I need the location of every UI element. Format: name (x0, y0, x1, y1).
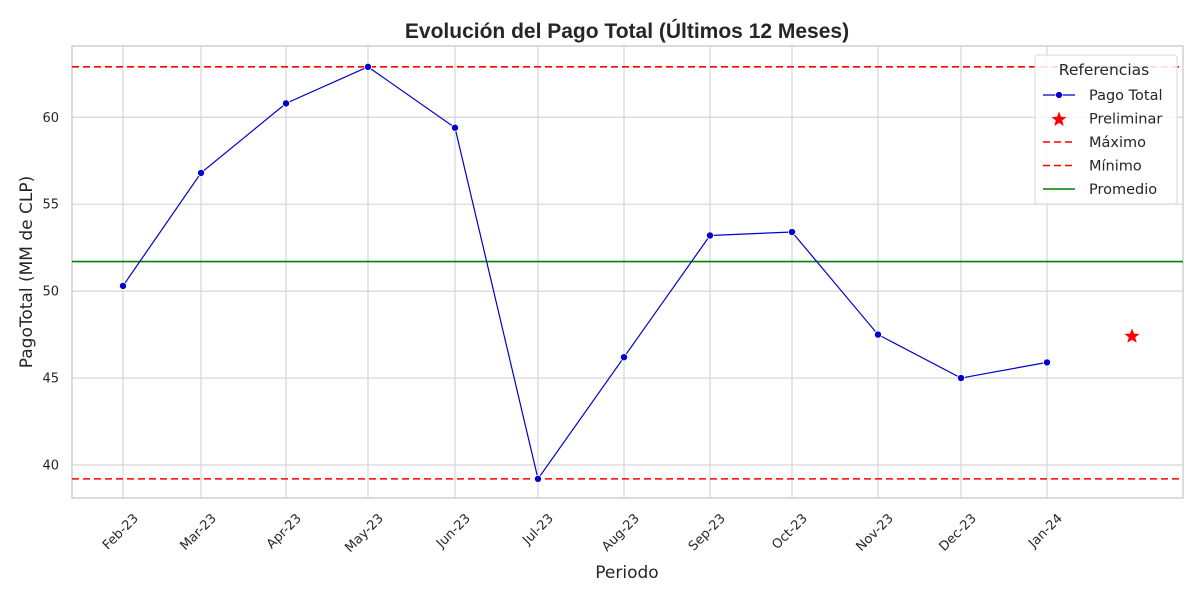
y-axis-label: PagoTotal (MM de CLP) (17, 176, 37, 368)
chart-title: Evolución del Pago Total (Últimos 12 Mes… (405, 19, 849, 43)
data-point (450, 123, 459, 132)
legend-label: Máximo (1089, 135, 1146, 151)
legend-box (1034, 54, 1178, 205)
legend-label: Mínimo (1089, 159, 1142, 175)
legend-label: Promedio (1089, 182, 1157, 198)
y-tick-label: 55 (42, 198, 59, 213)
data-point (534, 474, 543, 483)
data-point (957, 374, 966, 383)
plot-frame (71, 45, 1184, 499)
y-tick-label: 45 (42, 372, 59, 387)
legend-star-swatch (1051, 111, 1067, 126)
y-tick-label: 60 (42, 111, 59, 126)
x-axis-label: Periodo (595, 563, 658, 583)
legend-title: Referencias (1059, 61, 1149, 79)
y-tick-label: 40 (42, 458, 59, 473)
data-point (119, 281, 128, 290)
data-point (196, 168, 205, 177)
preliminar-star-marker (1124, 328, 1140, 343)
legend-marker-swatch (1055, 91, 1063, 99)
data-point (874, 330, 883, 339)
data-point (706, 231, 715, 240)
series-line-pago-total (122, 66, 1048, 481)
data-point (281, 99, 290, 108)
legend-label: Preliminar (1089, 112, 1162, 128)
data-point (788, 228, 797, 237)
data-point (620, 353, 629, 362)
legend-label: Pago Total (1089, 88, 1163, 104)
data-point (363, 62, 372, 71)
y-tick-label: 50 (42, 285, 59, 300)
data-point (1043, 358, 1052, 367)
